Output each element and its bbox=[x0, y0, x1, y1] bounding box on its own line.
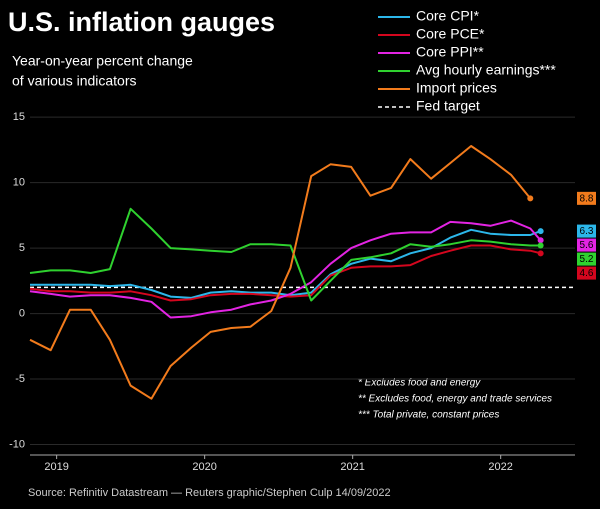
legend-label: Core PPI** bbox=[416, 44, 484, 60]
subtitle: of various indicators bbox=[12, 73, 137, 89]
chart-title: U.S. inflation gauges bbox=[8, 7, 275, 37]
end-label-box bbox=[577, 266, 596, 280]
source: Source: Refinitiv Datastream — Reuters g… bbox=[28, 487, 391, 499]
x-tick-label: 2020 bbox=[192, 461, 216, 473]
end-label: 5.6 bbox=[580, 240, 594, 251]
end-point bbox=[527, 195, 534, 202]
end-point bbox=[537, 228, 544, 235]
end-point bbox=[537, 250, 544, 257]
legend-label: Avg hourly earnings*** bbox=[416, 62, 556, 78]
footnote: ** Excludes food, energy and trade servi… bbox=[358, 394, 552, 405]
end-label-box bbox=[577, 191, 596, 205]
end-label: 4.6 bbox=[580, 268, 594, 279]
subtitle: Year-on-year percent change bbox=[12, 53, 193, 69]
y-tick-label: 15 bbox=[13, 111, 25, 123]
footnote: * Excludes food and energy bbox=[358, 378, 481, 389]
y-tick-label: -5 bbox=[15, 373, 25, 385]
y-tick-label: 5 bbox=[19, 242, 25, 254]
series-line bbox=[29, 219, 542, 319]
series-line bbox=[30, 228, 541, 299]
y-tick-label: 10 bbox=[13, 177, 25, 189]
footnote: *** Total private, constant prices bbox=[358, 410, 499, 421]
legend-label: Core PCE* bbox=[416, 26, 485, 42]
end-label-box bbox=[577, 252, 596, 266]
x-tick-label: 2019 bbox=[44, 461, 68, 473]
end-label: 5.2 bbox=[580, 254, 594, 265]
end-label: 6.3 bbox=[580, 226, 594, 237]
end-point bbox=[537, 237, 544, 244]
legend-label: Core CPI* bbox=[416, 8, 480, 24]
x-tick-label: 2021 bbox=[340, 461, 364, 473]
end-point bbox=[537, 242, 544, 249]
end-label: 8.8 bbox=[580, 193, 594, 204]
legend-label: Import prices bbox=[416, 80, 497, 96]
legend-label: Fed target bbox=[416, 98, 480, 114]
series-line bbox=[29, 207, 541, 302]
y-tick-label: 0 bbox=[19, 307, 25, 319]
end-label-box bbox=[577, 238, 596, 252]
end-label-box bbox=[577, 224, 596, 238]
series-line bbox=[29, 244, 541, 302]
x-tick-label: 2022 bbox=[488, 461, 512, 473]
series-line bbox=[29, 145, 532, 400]
y-tick-label: -10 bbox=[9, 438, 25, 450]
